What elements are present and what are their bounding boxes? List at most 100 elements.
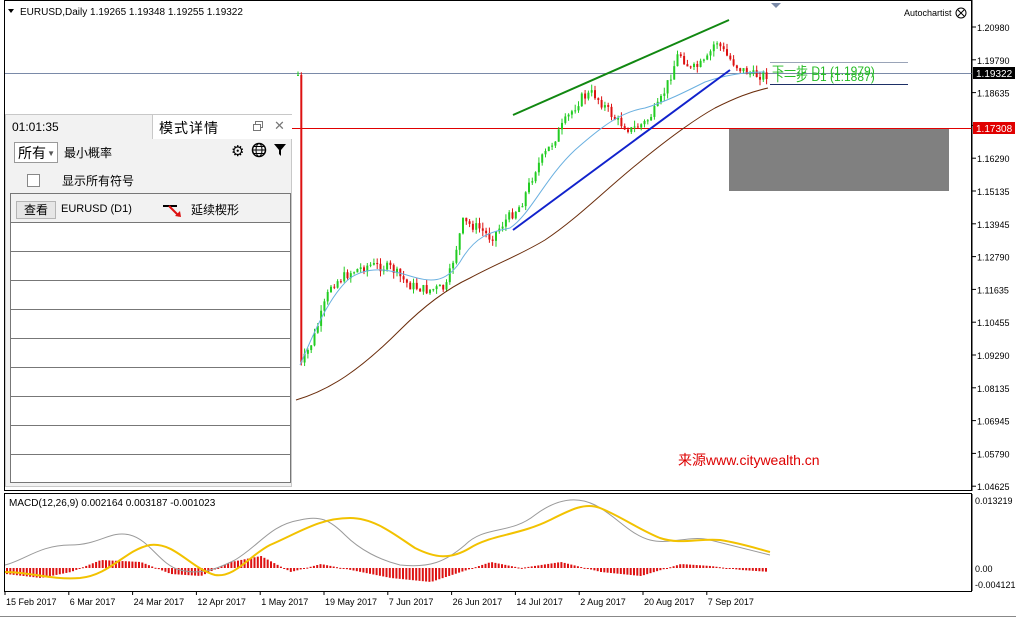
shift-marker-icon[interactable] bbox=[771, 3, 781, 8]
candle-body bbox=[613, 117, 616, 120]
macd-bar bbox=[517, 567, 520, 569]
candle-body bbox=[425, 285, 428, 294]
pattern-filter-select[interactable]: 所有 ▼ bbox=[14, 142, 58, 163]
candle-body bbox=[521, 206, 524, 208]
date-tick-label: 1 May 2017 bbox=[261, 597, 308, 607]
upper-trendline[interactable] bbox=[512, 19, 730, 116]
list-item bbox=[11, 339, 290, 368]
candle-body bbox=[528, 182, 530, 193]
macd-bar bbox=[705, 565, 708, 568]
filter-select-value: 所有 bbox=[18, 145, 46, 161]
close-icon[interactable]: ✕ bbox=[274, 118, 285, 133]
candle-body bbox=[422, 285, 425, 292]
candle-body bbox=[336, 281, 339, 288]
view-button[interactable]: 查看 bbox=[16, 201, 56, 219]
macd-bar bbox=[590, 568, 593, 570]
date-tick-label: 15 Feb 2017 bbox=[6, 597, 57, 607]
macd-bar bbox=[675, 565, 678, 568]
candle-body bbox=[339, 281, 342, 283]
restore-icon[interactable] bbox=[253, 121, 263, 131]
macd-bar bbox=[451, 568, 454, 575]
macd-bar bbox=[349, 568, 352, 570]
macd-bar bbox=[563, 562, 566, 568]
macd-bar bbox=[540, 564, 543, 568]
macd-bar bbox=[735, 568, 738, 570]
macd-bar bbox=[154, 567, 157, 569]
candle-body bbox=[465, 217, 468, 222]
candle-body bbox=[745, 68, 748, 75]
candle-body bbox=[396, 268, 398, 273]
macd-bar bbox=[29, 568, 32, 577]
candle-body bbox=[765, 72, 768, 80]
macd-bar bbox=[718, 567, 721, 569]
macd-bar bbox=[114, 560, 117, 568]
macd-bar bbox=[514, 566, 517, 568]
candle-body bbox=[458, 233, 461, 250]
macd-bar bbox=[312, 565, 315, 568]
macd-bar bbox=[78, 568, 81, 569]
candle-body bbox=[574, 110, 577, 112]
autochartist-label[interactable]: Autochartist bbox=[904, 8, 952, 18]
macd-bar bbox=[276, 564, 279, 568]
candle-body bbox=[485, 230, 488, 234]
macd-bar bbox=[385, 568, 388, 578]
price-tick-label: 1.10455 bbox=[977, 318, 1010, 328]
show-all-symbols-checkbox[interactable] bbox=[27, 174, 40, 187]
macd-bar bbox=[471, 568, 474, 569]
macd-bar bbox=[695, 565, 698, 568]
macd-bar bbox=[689, 564, 692, 568]
macd-bar bbox=[72, 568, 74, 572]
macd-bar bbox=[25, 568, 28, 577]
candle-body bbox=[706, 55, 709, 60]
next-step-label-1: 下一步 D1 (1.1979) bbox=[772, 64, 875, 78]
macd-bar bbox=[398, 568, 401, 579]
funnel-icon[interactable] bbox=[274, 144, 286, 156]
lower-trendline[interactable] bbox=[512, 69, 731, 231]
candle-body bbox=[495, 231, 497, 241]
candle-body bbox=[653, 106, 656, 117]
list-item[interactable]: 查看 EURUSD (D1) 延续楔形 bbox=[11, 194, 290, 223]
macd-bar bbox=[428, 568, 431, 582]
candle-body bbox=[594, 90, 596, 99]
list-item bbox=[11, 397, 290, 426]
watermark-text: 来源www.citywealth.cn bbox=[678, 452, 820, 468]
macd-bar bbox=[761, 568, 764, 572]
candle-body bbox=[300, 74, 303, 363]
candle-body bbox=[366, 265, 369, 272]
list-item bbox=[11, 426, 290, 455]
candle-body bbox=[630, 127, 633, 132]
candle-body bbox=[726, 49, 728, 56]
macd-bar bbox=[712, 566, 715, 568]
candle-body bbox=[544, 150, 547, 155]
globe-icon[interactable] bbox=[251, 142, 267, 158]
candle-body bbox=[620, 117, 623, 127]
price-tick-label: 1.11635 bbox=[977, 285, 1009, 295]
min-probability-label[interactable]: 最小概率 bbox=[64, 146, 113, 160]
macd-bar bbox=[464, 568, 467, 571]
macd-bar bbox=[573, 565, 576, 568]
next-step-label-2: 下一步 D1 (1.1887) bbox=[772, 70, 875, 84]
macd-bar bbox=[547, 563, 550, 568]
macd-bar bbox=[167, 568, 170, 574]
candle-body bbox=[448, 268, 451, 283]
macd-bar bbox=[642, 568, 645, 576]
macd-bar bbox=[362, 568, 365, 573]
macd-bar bbox=[319, 564, 322, 568]
macd-bar bbox=[233, 561, 236, 568]
autochartist-icon[interactable] bbox=[955, 7, 967, 19]
macd-bar bbox=[171, 568, 173, 575]
date-tick-label: 24 Mar 2017 bbox=[134, 597, 185, 607]
macd-bar bbox=[220, 566, 223, 568]
macd-bar bbox=[619, 568, 622, 574]
macd-bar bbox=[474, 567, 477, 569]
macd-bar bbox=[352, 568, 355, 571]
macd-bar bbox=[520, 567, 523, 569]
candle-body bbox=[683, 56, 686, 65]
tab-pattern-details[interactable]: 模式详情 ✕ bbox=[152, 115, 292, 139]
macd-bar bbox=[659, 568, 662, 571]
chart-menu-icon[interactable] bbox=[8, 9, 14, 13]
macd-bar bbox=[68, 568, 71, 573]
gear-icon[interactable]: ⚙ bbox=[231, 143, 245, 160]
macd-bar bbox=[144, 563, 147, 568]
candle-body bbox=[660, 95, 662, 102]
